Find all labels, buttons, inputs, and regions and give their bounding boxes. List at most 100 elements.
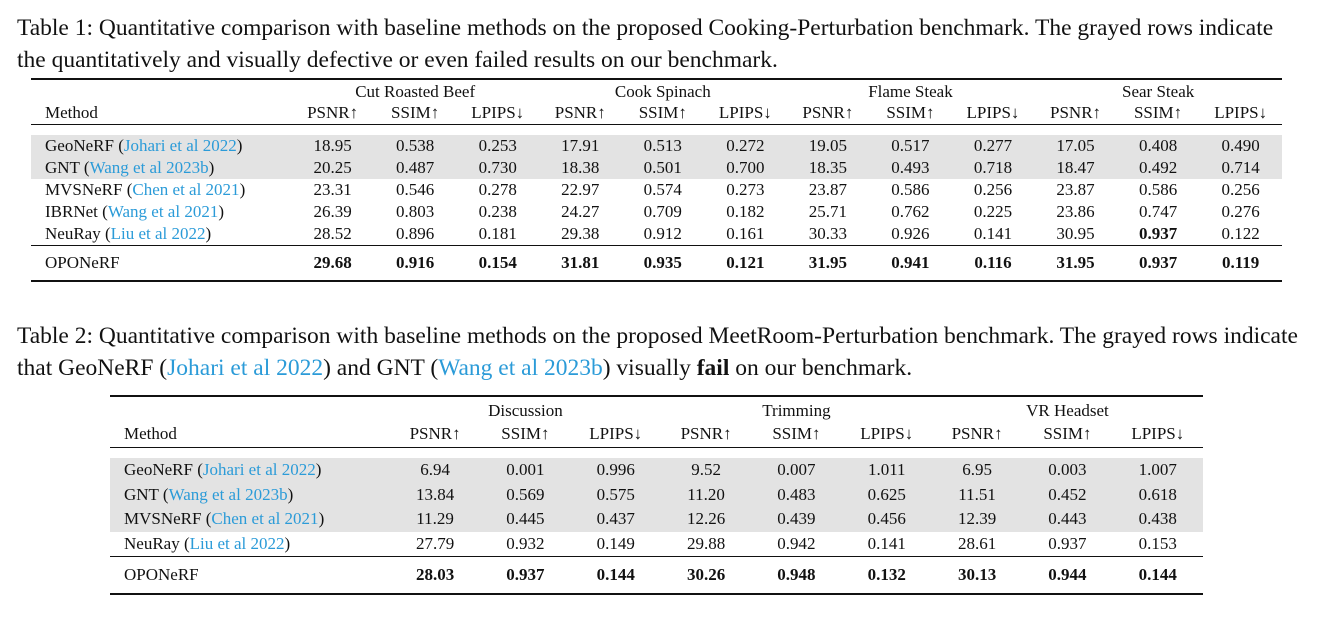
paren-close: ) xyxy=(284,533,291,553)
method-name: NeuRay xyxy=(124,533,180,553)
citation-link[interactable]: Johari et al 2022 xyxy=(202,460,316,480)
metric-value-cell: 29.88 xyxy=(686,533,726,553)
paren-open: ( xyxy=(100,224,111,243)
table1-caption-text: Table 1: Quantitative comparison with ba… xyxy=(17,15,1274,73)
paren-close: ) xyxy=(208,158,215,177)
metric-value-cell: 0.517 xyxy=(869,135,952,157)
metric-value-cell: 0.730 xyxy=(456,157,539,179)
metric-value-cell: 0.182 xyxy=(726,202,765,221)
metric-value-cell: 26.39 xyxy=(313,202,352,221)
ours-row: OPONeRF 29.68 0.916 0.154 31.81 0.935 0.121 31.… xyxy=(31,245,1282,282)
metric-value-cell: 0.493 xyxy=(869,157,952,179)
metric-value-cell: 18.47 xyxy=(1034,157,1117,179)
method-name-cell: GeoNeRF (Johari et al 2022) xyxy=(110,458,390,483)
paren-close: ) xyxy=(287,484,294,504)
metric-value-cell: 0.452 xyxy=(1022,482,1113,507)
caption-text: ) and GNT ( xyxy=(323,354,439,381)
metric-value-cell: 23.86 xyxy=(1056,202,1095,221)
metric-value-cell: 0.513 xyxy=(621,135,705,157)
metric-value-cell: 0.276 xyxy=(1221,202,1260,221)
paren-close: ) xyxy=(239,180,246,199)
metric-value-cell: 0.253 xyxy=(456,135,539,157)
metric-value-cell: 0.762 xyxy=(891,202,930,221)
metric-value-cell: 0.161 xyxy=(726,224,765,243)
metric-value-cell: 0.501 xyxy=(621,157,705,179)
method-name: MVSNeRF xyxy=(45,180,123,199)
scene-group-header: Cut Roasted Beef xyxy=(355,82,476,101)
paren-close: ) xyxy=(315,460,322,480)
scene-group-header: Sear Steak xyxy=(1122,82,1195,101)
table-row: MVSNeRF (Chen et al 2021) 11.29 0.445 0.437… xyxy=(110,507,1203,532)
citation-link[interactable]: Wang et al 2021 xyxy=(107,202,219,221)
method-name-cell: NeuRay (Liu et al 2022) xyxy=(110,532,390,557)
metric-value-cell: 0.277 xyxy=(951,135,1035,157)
row-spacer xyxy=(110,447,1203,458)
metric-value-cell: 0.575 xyxy=(570,482,661,507)
metric-value-best: 0.132 xyxy=(841,556,932,595)
metric-value-cell: 0.625 xyxy=(841,482,932,507)
metric-value-cell: 0.709 xyxy=(643,202,682,221)
paren-close: ) xyxy=(205,224,212,243)
metric-value-cell: 0.273 xyxy=(726,180,765,199)
table-row: GeoNeRF (Johari et al 2022) 6.94 0.001 0.99… xyxy=(110,458,1203,483)
method-name-cell: GNT (Wang et al 2023b) xyxy=(110,482,390,507)
scene-group-header: Discussion xyxy=(488,401,563,420)
metric-value-cell: 28.52 xyxy=(313,224,352,243)
citation-link[interactable]: Liu et al 2022 xyxy=(110,224,206,243)
citation-link[interactable]: Johari et al 2022 xyxy=(123,136,237,155)
caption-text: on our benchmark. xyxy=(729,354,913,381)
metric-value-cell: 12.26 xyxy=(660,507,752,532)
metric-value-cell: 0.003 xyxy=(1022,458,1113,483)
citation-link[interactable]: Wang et al 2023b xyxy=(89,158,209,177)
metric-value-best: 28.03 xyxy=(389,556,481,595)
metric-value-cell: 22.97 xyxy=(561,180,600,199)
metric-value-best: 0.948 xyxy=(751,556,842,595)
scene-group-header: Cook Spinach xyxy=(614,82,711,101)
metric-value-cell: 27.79 xyxy=(415,533,455,553)
method-name: GeoNeRF xyxy=(124,460,193,480)
metric-column-header: SSIM↑ xyxy=(1116,102,1200,125)
metric-column-header: PSNR↑ xyxy=(931,421,1023,448)
citation-link[interactable]: Johari et al 2022 xyxy=(167,354,324,381)
caption-text: fail xyxy=(696,354,730,381)
paren-open: ( xyxy=(113,136,124,155)
metric-value-cell: 0.932 xyxy=(506,533,545,553)
scene-group-header: VR Headset xyxy=(1026,401,1109,420)
metric-column-header: SSIM↑ xyxy=(621,102,705,125)
method-name: GeoNeRF xyxy=(45,136,114,155)
paren-open: ( xyxy=(97,202,108,221)
metric-value-cell: 0.926 xyxy=(891,224,930,243)
table-row: MVSNeRF (Chen et al 2021) 23.31 0.546 0.278… xyxy=(31,179,1282,201)
metric-value-cell: 0.912 xyxy=(643,224,682,243)
metric-value-best: 31.95 xyxy=(1034,245,1117,282)
metric-value-best: 0.935 xyxy=(621,245,705,282)
method-name: MVSNeRF xyxy=(124,509,202,529)
citation-link[interactable]: Liu et al 2022 xyxy=(189,533,285,553)
metric-value-cell: 6.95 xyxy=(931,458,1023,483)
metric-value-cell: 0.272 xyxy=(704,135,787,157)
method-name: GNT xyxy=(124,484,159,504)
metric-column-header: LPIPS↓ xyxy=(951,102,1035,125)
citation-link[interactable]: Chen et al 2021 xyxy=(132,180,240,199)
metric-value-cell: 0.153 xyxy=(1138,533,1177,553)
metric-column-header: SSIM↑ xyxy=(869,102,952,125)
citation-link[interactable]: Chen et al 2021 xyxy=(211,509,319,529)
method-name: GNT xyxy=(45,158,80,177)
metric-value-best: 0.119 xyxy=(1199,245,1282,282)
citation-link[interactable]: Wang et al 2023b xyxy=(168,484,288,504)
metric-value-cell: 25.71 xyxy=(808,202,848,221)
scene-group-header: Flame Steak xyxy=(868,82,953,101)
citation-link[interactable]: Wang et al 2023b xyxy=(438,354,603,381)
method-name-cell: GeoNeRF (Johari et al 2022) xyxy=(31,135,292,157)
method-name-cell: MVSNeRF (Chen et al 2021) xyxy=(31,179,291,201)
method-name-cell: NeuRay (Liu et al 2022) xyxy=(31,223,291,246)
scene-group-header: Trimming xyxy=(762,401,831,420)
metric-value-cell: 23.31 xyxy=(313,180,352,199)
metric-value-cell: 0.747 xyxy=(1138,202,1178,221)
paren-open: ( xyxy=(158,484,169,504)
metric-value-cell: 0.569 xyxy=(480,482,571,507)
metric-value-cell: 0.256 xyxy=(1221,180,1260,199)
metric-value-cell: 24.27 xyxy=(561,202,600,221)
metric-value-cell: 11.20 xyxy=(660,482,752,507)
metric-value-cell: 6.94 xyxy=(389,458,481,483)
